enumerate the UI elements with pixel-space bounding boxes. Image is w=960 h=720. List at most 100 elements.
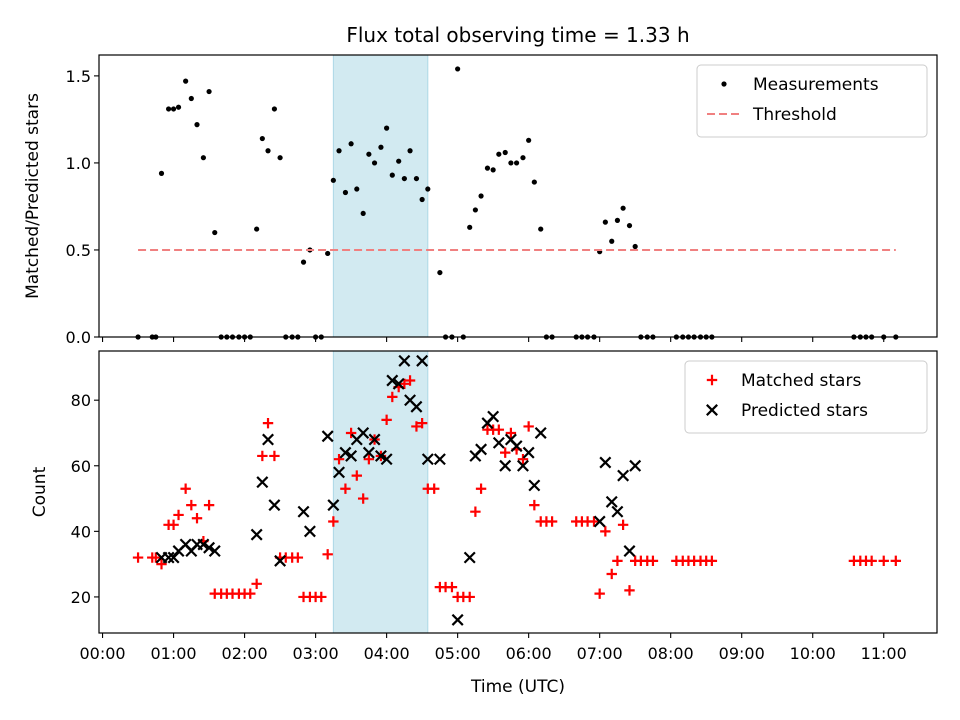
data-point [612,555,623,567]
data-point [354,186,360,192]
data-point [384,125,390,131]
data-point [487,410,500,423]
legend-box [684,360,928,434]
data-point [188,95,194,102]
x-tick-label: 00:00 [79,644,125,663]
data-point [478,193,484,199]
series-predicted-stars [155,354,642,626]
data-point [170,106,177,112]
data-point [360,210,366,217]
y-tick-label: 1.5 [66,67,91,86]
data-point [165,106,172,112]
y-tick-label: 0.5 [66,241,91,260]
data-point [611,505,624,518]
data-point [173,509,184,521]
star-count-panel: 20 40 60 80 00:00 01:00 02:00 03:00 04:00 05:00 06… [30,350,938,663]
data-point [328,516,339,527]
data-point [419,196,425,203]
data-point [268,499,281,512]
data-point [513,160,520,166]
data-point [322,549,333,560]
data-point [500,447,511,458]
data-point [526,137,532,143]
y-tick-label: 60 [71,457,91,476]
data-point [340,483,351,494]
data-point [404,375,416,386]
data-point [357,493,369,504]
data-point [339,446,352,459]
x-tick-label: 10:00 [790,644,836,663]
data-point [371,160,378,166]
data-point [890,555,902,567]
data-point [588,516,600,527]
observing-window-span [332,54,429,338]
legend-swatch [721,81,727,87]
data-point [150,552,162,563]
data-point [502,149,508,156]
data-point [180,483,191,494]
data-point [191,513,203,524]
flux-ratio-panel: 0.0 0.5 1.0 1.5 Matched/Predicted stars Measu… [23,54,938,347]
data-point [321,430,334,443]
data-point [262,433,274,446]
data-point [206,88,212,95]
data-point [378,144,384,150]
data-point [523,421,534,432]
data-point [517,454,529,465]
data-point [475,483,487,494]
data-point [194,122,200,128]
data-point [493,424,505,435]
data-point [342,189,349,196]
data-point [183,78,189,84]
data-point [451,613,464,626]
data-point [605,495,618,508]
data-point [316,591,327,603]
data-point [416,417,428,429]
data-point [499,459,512,472]
data-point [274,554,287,567]
data-point [496,151,502,157]
y-tick-label: 0.0 [66,328,91,347]
data-point [425,186,431,192]
data-point [475,443,488,456]
y-tick-label: 20 [71,588,91,607]
data-point [254,226,260,232]
data-point [617,519,629,530]
data-point [348,141,354,147]
data-point [374,449,387,462]
plot-frame [98,350,938,634]
legend-label: Predicted stars [741,401,868,421]
data-point [534,426,547,439]
data-point [200,155,206,161]
data-point [416,354,429,367]
y-tick-label: 40 [71,522,91,541]
data-point [602,219,608,225]
data-point [175,104,182,110]
data-point [245,588,256,599]
data-point [528,479,541,492]
data-point [546,516,558,527]
data-point [262,417,274,429]
data-point [647,555,659,567]
data-point [271,106,278,112]
legend-label: Threshold [752,105,837,125]
data-point [392,377,405,390]
data-point [492,436,505,449]
data-point [510,440,523,453]
data-point [251,578,262,590]
data-point [156,558,167,570]
data-point [429,483,440,494]
data-point [629,459,642,472]
data-point [167,551,180,564]
x-tick-label: 07:00 [577,644,623,663]
data-point [609,238,615,244]
data-point [325,250,331,257]
data-point [455,66,461,72]
data-point [531,179,537,185]
data-point [396,158,402,164]
data-point [464,591,475,603]
legend: Measurements Threshold [696,64,928,138]
data-point [380,453,393,466]
data-point [363,454,375,465]
data-point [623,545,636,558]
